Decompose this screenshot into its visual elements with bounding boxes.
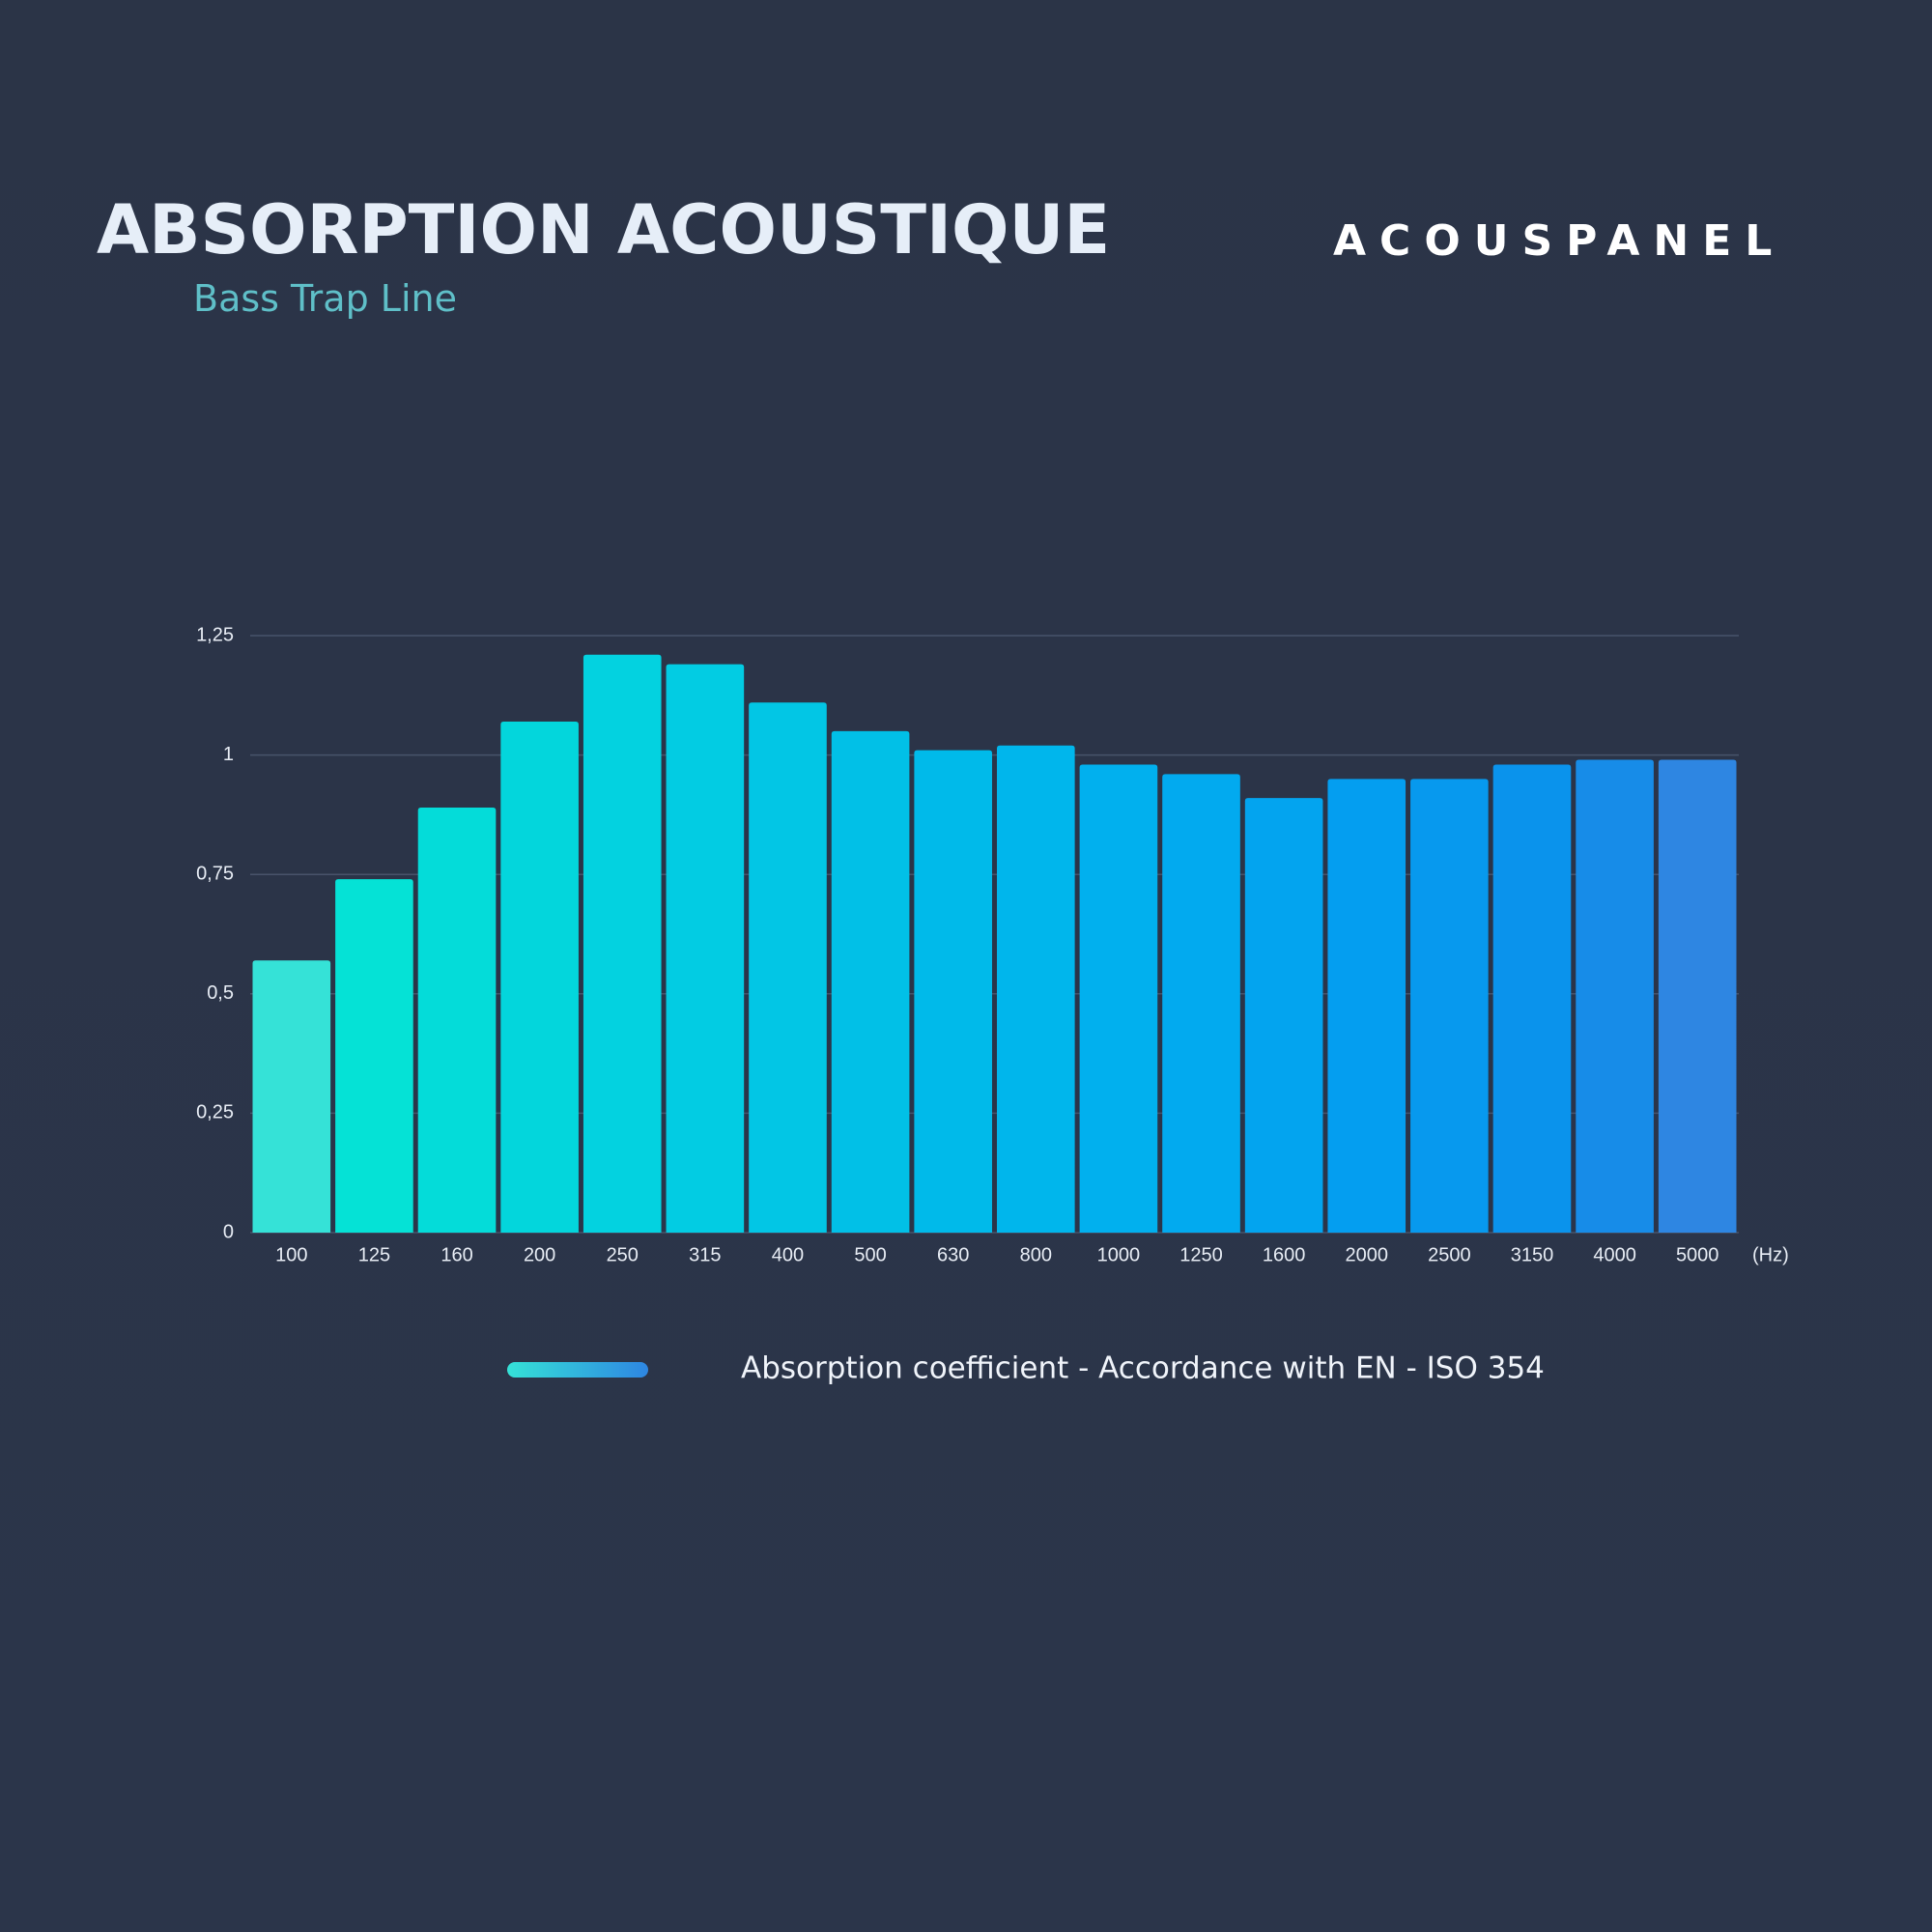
bar — [749, 702, 827, 1233]
bar — [1492, 764, 1572, 1233]
bar — [335, 879, 413, 1233]
bar — [1327, 779, 1406, 1233]
bar — [417, 807, 497, 1233]
y-tick-label: 0 — [223, 1221, 234, 1242]
legend-swatch — [507, 1362, 648, 1378]
bar — [1244, 798, 1323, 1233]
x-tick-label: 1600 — [1263, 1244, 1306, 1265]
bar — [582, 654, 662, 1233]
y-tick-label: 0,5 — [207, 982, 234, 1004]
bar — [1658, 759, 1737, 1233]
x-tick-label: 1000 — [1097, 1244, 1141, 1265]
x-tick-label: 3150 — [1511, 1244, 1554, 1265]
bar — [1162, 774, 1240, 1233]
x-tick-label: 630 — [937, 1244, 969, 1265]
legend-label: Absorption coefficient - Accordance with… — [741, 1351, 1545, 1386]
chart-title: ABSORPTION ACOUSTIQUE — [97, 190, 1110, 270]
y-tick-label: 0,75 — [196, 863, 234, 884]
bar — [997, 745, 1075, 1233]
legend: Absorption coefficient - Accordance with… — [507, 1351, 1545, 1386]
x-tick-label: 4000 — [1593, 1244, 1636, 1265]
x-tick-label: 400 — [772, 1244, 804, 1265]
bar — [666, 664, 745, 1233]
y-tick-label: 0,25 — [196, 1102, 234, 1123]
x-tick-label: 100 — [275, 1244, 307, 1265]
x-tick-label: 5000 — [1676, 1244, 1719, 1265]
x-tick-label: 200 — [524, 1244, 555, 1265]
bar — [500, 721, 579, 1233]
bar — [914, 750, 992, 1233]
bar — [831, 730, 910, 1233]
x-unit: (Hz) — [1752, 1244, 1789, 1265]
y-tick-label: 1 — [223, 744, 234, 765]
x-tick-label: 250 — [607, 1244, 639, 1265]
x-tick-label: 160 — [440, 1244, 472, 1265]
x-tick-label: 500 — [854, 1244, 886, 1265]
x-tick-label: 315 — [689, 1244, 721, 1265]
bar — [252, 960, 331, 1233]
bar — [1079, 764, 1158, 1233]
brand: ACOUSPANEL — [1333, 216, 1785, 266]
bar — [1576, 759, 1654, 1233]
x-tick-label: 800 — [1020, 1244, 1052, 1265]
x-tick-label: 1250 — [1179, 1244, 1223, 1265]
bar — [1410, 779, 1489, 1233]
x-tick-label: 2500 — [1428, 1244, 1471, 1265]
chart-subtitle: Bass Trap Line — [193, 277, 457, 320]
y-tick-label: 1,25 — [196, 624, 234, 645]
x-tick-label: 125 — [358, 1244, 390, 1265]
x-tick-label: 2000 — [1346, 1244, 1389, 1265]
